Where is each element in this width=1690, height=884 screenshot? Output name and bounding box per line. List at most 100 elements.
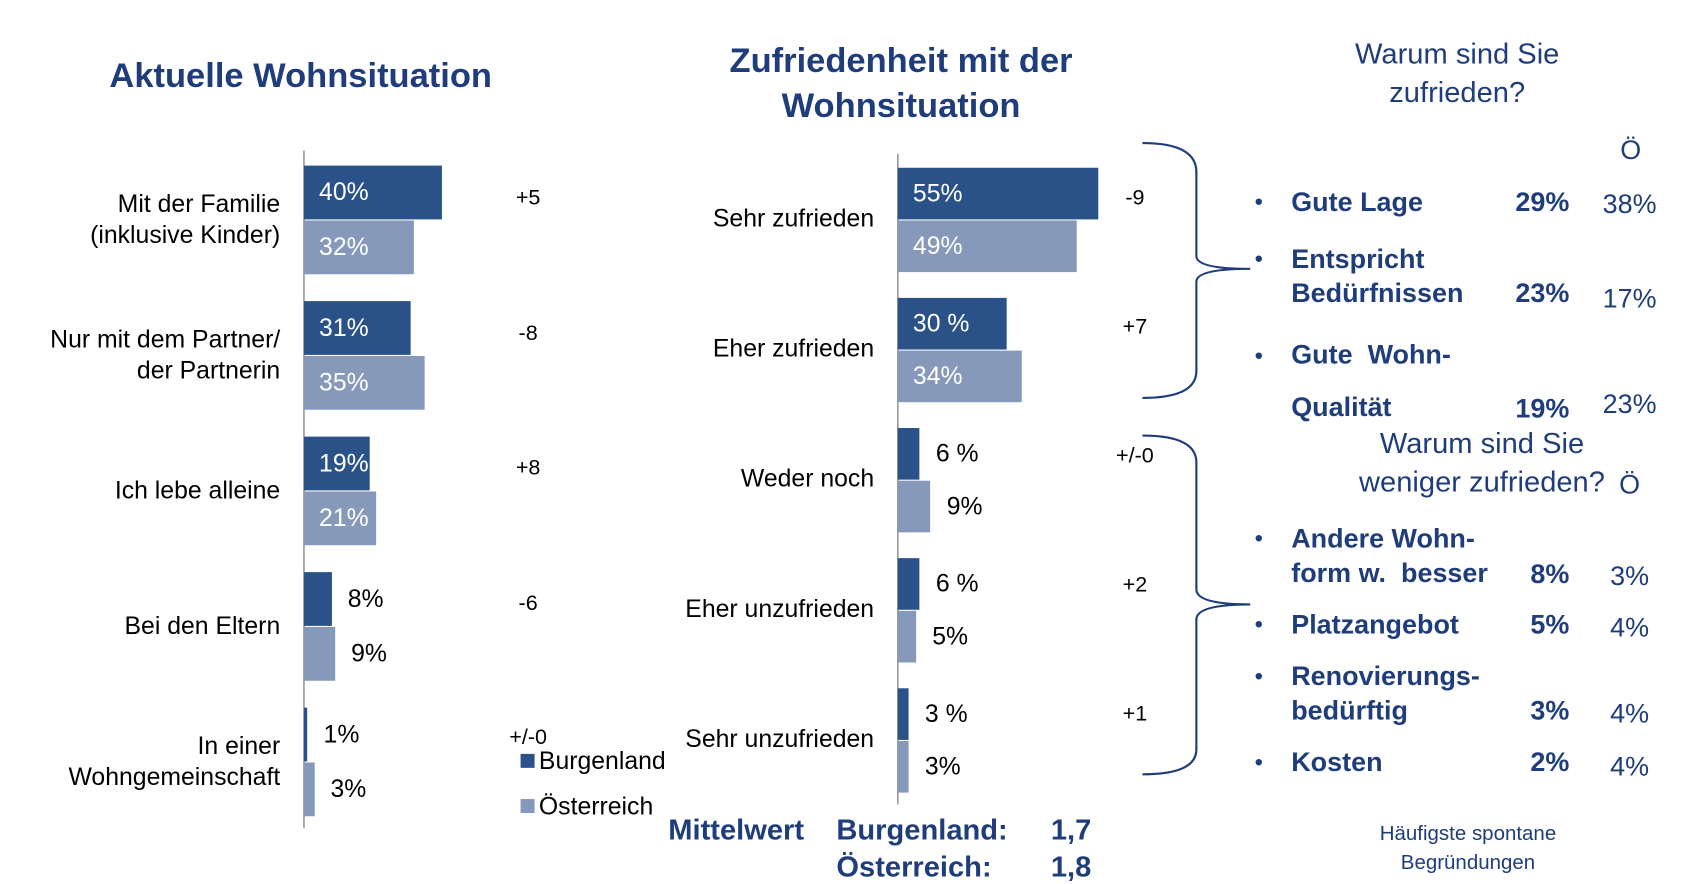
value-label: 19% — [319, 448, 369, 477]
value-label: 40% — [319, 177, 369, 206]
mean-value: 1,7 — [1050, 813, 1092, 847]
value-label: 3% — [330, 774, 367, 803]
chart-title: Zufriedenheit mit der Wohnsituation — [729, 40, 1073, 125]
reason-value: 3% — [1530, 695, 1570, 726]
bullet: • — [1254, 748, 1263, 776]
reason-austria-value: 38% — [1602, 189, 1657, 220]
mean-value: 1,8 — [1050, 850, 1092, 883]
bullet: • — [1254, 187, 1263, 215]
reason-label: Gute Wohn- Qualität — [1291, 339, 1451, 423]
difference-label: -6 — [518, 590, 538, 615]
reason-value: 19% — [1515, 393, 1570, 424]
reason-austria-value: 23% — [1602, 389, 1657, 420]
bar — [897, 480, 931, 533]
value-label: 9% — [946, 491, 983, 520]
reason-label: Kosten — [1291, 747, 1383, 778]
category-label: Sehr unzufrieden — [685, 724, 875, 753]
difference-label: +/-0 — [1116, 444, 1154, 468]
bar — [303, 626, 335, 681]
bar — [303, 301, 411, 355]
bar — [897, 740, 909, 793]
bullet: • — [1254, 244, 1263, 272]
bar — [303, 436, 370, 491]
category-label: Weder noch — [740, 464, 875, 493]
reason-value: 8% — [1530, 559, 1570, 590]
legend-label: Österreich — [538, 791, 654, 820]
bar — [897, 428, 920, 480]
value-label: 35% — [319, 368, 369, 396]
mean-label: Mittelwert — [668, 813, 805, 847]
reason-austria-value: 4% — [1610, 699, 1650, 730]
reason-heading: Warum sind Sie weniger zufrieden? — [1359, 426, 1605, 498]
category-label: Eher zufrieden — [712, 333, 875, 362]
reason-heading: Warum sind Sie zufrieden? — [1355, 37, 1560, 109]
column-label: Ö — [1619, 469, 1641, 501]
bar — [303, 572, 332, 626]
footnote: Häufigste spontane Begründungen — [1379, 822, 1557, 875]
bullet: • — [1254, 610, 1263, 638]
legend-swatch — [520, 799, 535, 814]
value-label: 30 % — [912, 308, 970, 337]
category-label: Ich lebe alleine — [114, 475, 281, 504]
bullet: • — [1254, 524, 1263, 552]
value-label: 8% — [347, 584, 384, 613]
category-label: Mit der Familie (inklusive Kinder) — [90, 189, 281, 249]
category-label: Sehr zufrieden — [712, 203, 875, 232]
legend-swatch — [520, 753, 535, 768]
value-label: 3% — [924, 751, 961, 780]
difference-label: +2 — [1122, 573, 1148, 597]
value-label: 31% — [319, 313, 369, 342]
value-label: 55% — [912, 178, 963, 207]
value-label: 9% — [351, 639, 387, 667]
bar — [303, 220, 415, 275]
legend-label: Burgenland — [538, 746, 666, 775]
reason-label: Renovierungs- bedürftig — [1291, 661, 1480, 726]
difference-label: +/-0 — [509, 725, 548, 750]
bar — [897, 350, 1022, 403]
value-label: 49% — [912, 231, 963, 260]
reason-label: Gute Lage — [1291, 187, 1423, 218]
value-label: 21% — [319, 503, 369, 532]
bar — [897, 220, 1077, 273]
mean-name: Burgenland: — [836, 813, 1008, 847]
reason-austria-value: 4% — [1610, 751, 1650, 782]
bar — [303, 762, 315, 817]
difference-label: -8 — [518, 321, 538, 345]
difference-label: +5 — [515, 186, 541, 210]
reason-label: Platzangebot — [1291, 609, 1459, 640]
reason-value: 23% — [1515, 278, 1570, 309]
value-label: 34% — [912, 361, 963, 390]
bullet: • — [1254, 341, 1263, 369]
bar — [897, 297, 1008, 350]
value-label: 1% — [323, 719, 360, 748]
category-label: In einer Wohngemeinschaft — [68, 731, 281, 791]
bullet: • — [1254, 662, 1263, 690]
difference-label: +8 — [515, 455, 541, 480]
reason-label: Entspricht Bedürfnissen — [1291, 244, 1464, 309]
bar — [897, 688, 909, 740]
reason-value: 5% — [1530, 609, 1570, 640]
value-label: 6 % — [935, 569, 979, 598]
reason-value: 2% — [1530, 747, 1570, 778]
bracket — [1142, 434, 1251, 776]
mean-name: Österreich: — [836, 850, 992, 883]
bracket — [1142, 141, 1251, 399]
chart-title: Aktuelle Wohnsituation — [109, 55, 493, 95]
bar — [303, 165, 442, 220]
category-label: Bei den Eltern — [124, 611, 281, 640]
difference-label: -9 — [1125, 186, 1145, 210]
bar — [303, 707, 308, 762]
reason-value: 29% — [1515, 187, 1570, 218]
bar — [897, 558, 920, 610]
category-label: Nur mit dem Partner/ der Partnerin — [50, 324, 281, 384]
reason-austria-value: 17% — [1602, 283, 1657, 315]
difference-label: +7 — [1122, 315, 1148, 339]
value-label: 5% — [932, 621, 969, 650]
reason-label: Andere Wohn- form w. besser — [1291, 523, 1488, 589]
difference-label: +1 — [1122, 702, 1148, 726]
column-label: Ö — [1620, 135, 1642, 166]
bar — [897, 610, 917, 663]
value-label: 6 % — [935, 438, 979, 467]
